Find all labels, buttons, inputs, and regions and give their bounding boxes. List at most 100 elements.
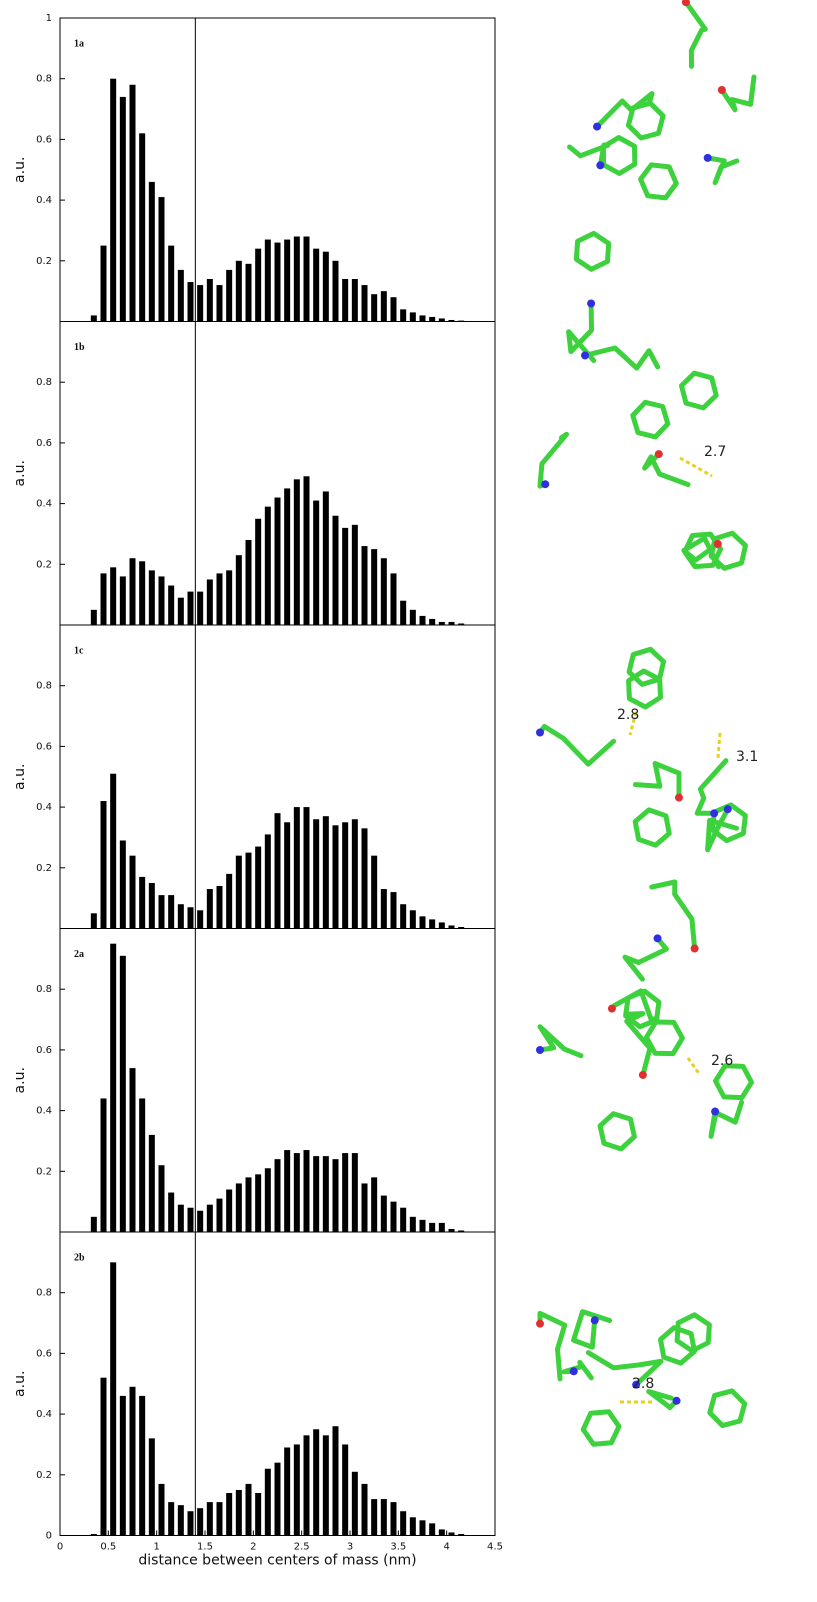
bar: [361, 1183, 368, 1232]
bar: [264, 1468, 271, 1536]
atom: [653, 934, 662, 943]
bond-chain: [705, 806, 739, 853]
y-tick-label: 0.2: [36, 559, 52, 570]
bar: [313, 1429, 320, 1536]
bar: [322, 251, 329, 322]
bond-chain: [567, 142, 611, 168]
bond-chain: [708, 1099, 745, 1139]
y-tick-label: 0.2: [36, 256, 52, 267]
bar: [197, 1210, 204, 1232]
bar: [448, 319, 455, 322]
bar: [158, 895, 165, 929]
bar: [458, 926, 465, 929]
atom: [607, 1004, 616, 1013]
bar: [419, 315, 426, 322]
bar: [400, 309, 407, 322]
bar: [264, 506, 271, 625]
bar: [158, 197, 165, 322]
bar: [187, 282, 194, 322]
bar: [322, 816, 329, 929]
bar: [409, 312, 416, 322]
bar: [216, 573, 223, 625]
bar: [264, 834, 271, 929]
bar: [429, 618, 436, 625]
bar: [284, 822, 291, 929]
bar: [226, 570, 233, 625]
bar: [284, 488, 291, 625]
bar: [419, 916, 426, 929]
bar: [264, 239, 271, 322]
bar: [255, 248, 262, 322]
bar: [139, 1098, 146, 1232]
distance-label: 2.6: [711, 1053, 733, 1069]
bar: [158, 1483, 165, 1536]
bar: [429, 316, 436, 322]
bar: [168, 1192, 175, 1232]
ring: [707, 1388, 748, 1429]
ring: [630, 399, 671, 440]
bond-chain: [632, 761, 682, 801]
x-tick-label: 1.5: [197, 1542, 213, 1553]
bar: [90, 1216, 97, 1232]
bar: [429, 919, 436, 929]
x-tick-label: 3: [347, 1542, 353, 1553]
y-tick-label: 0.2: [36, 1166, 52, 1177]
x-tick-label: 2.5: [294, 1542, 310, 1553]
bar: [90, 609, 97, 625]
bar: [322, 1435, 329, 1536]
bar: [168, 245, 175, 322]
bar: [342, 822, 349, 929]
x-tick-label: 4: [443, 1542, 449, 1553]
bar: [235, 855, 242, 929]
bar: [371, 549, 378, 625]
bar: [139, 561, 146, 625]
bar: [332, 1159, 339, 1232]
bar: [197, 285, 204, 322]
bar: [274, 1462, 281, 1536]
bar: [187, 907, 194, 929]
y-tick-label: 0.8: [36, 74, 52, 85]
bar: [400, 600, 407, 625]
bar: [255, 1174, 262, 1232]
bar: [235, 1489, 242, 1536]
x-tick-label: 2: [250, 1542, 256, 1553]
bar: [187, 1511, 194, 1536]
bar: [351, 524, 358, 625]
y-tick-label: 0.4: [36, 195, 52, 206]
bond-chain: [537, 431, 569, 489]
bar: [332, 1426, 339, 1536]
panel-title: 2b: [74, 1252, 85, 1263]
bar: [409, 609, 416, 625]
bar: [313, 819, 320, 929]
bar: [177, 269, 184, 322]
bar: [322, 1156, 329, 1232]
bar: [458, 623, 465, 625]
bar: [313, 248, 320, 322]
bar: [448, 621, 455, 625]
atom: [569, 1367, 578, 1376]
bar: [448, 1228, 455, 1232]
bar: [110, 1262, 117, 1536]
ring: [682, 531, 724, 570]
y-tick-label: 0.4: [36, 802, 52, 813]
hbond: [716, 732, 722, 759]
bar: [129, 558, 136, 625]
bar: [100, 1098, 107, 1232]
bar: [351, 819, 358, 929]
bond-chain: [561, 1359, 594, 1381]
bond-chain: [624, 1011, 653, 1078]
bar: [380, 558, 387, 625]
y-tick-label: 0.4: [36, 1409, 52, 1420]
x-tick-label: 4.5: [487, 1542, 503, 1553]
x-tick-label: 1: [153, 1542, 159, 1553]
bar: [139, 1395, 146, 1536]
bar: [332, 825, 339, 929]
distance-label: 2.7: [704, 444, 726, 460]
x-tick-label: 0.5: [100, 1542, 116, 1553]
y-tick-label: 0.8: [36, 377, 52, 388]
atom: [632, 1380, 641, 1389]
panel-title: 2a: [74, 949, 84, 960]
bar: [284, 1447, 291, 1536]
bar: [148, 1438, 155, 1536]
